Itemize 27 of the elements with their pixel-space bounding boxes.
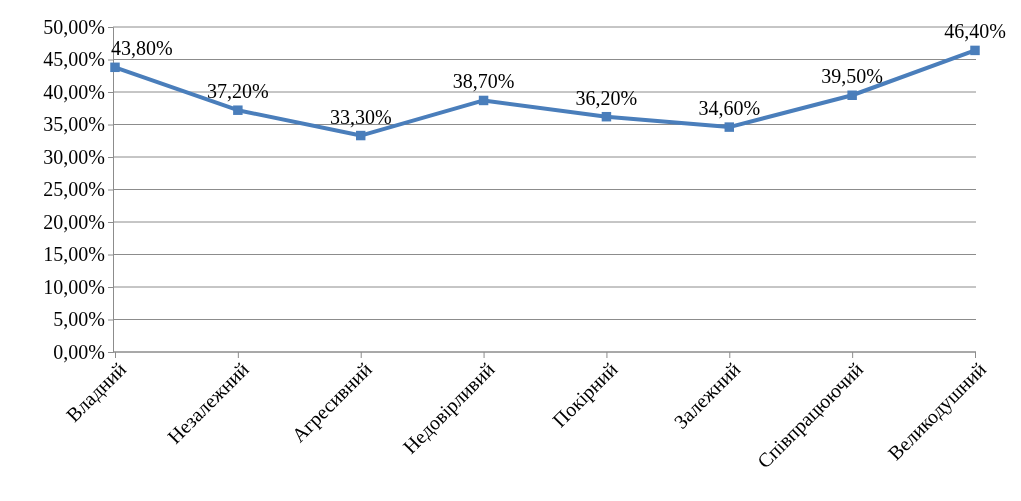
y-tick-label: 15,00% <box>43 243 105 266</box>
data-label: 33,30% <box>329 105 392 128</box>
y-tick-label: 25,00% <box>43 178 105 201</box>
data-label: 43,80% <box>111 37 173 60</box>
y-tick-label: 5,00% <box>53 308 105 331</box>
point <box>478 95 489 106</box>
data-label: 37,20% <box>207 80 269 103</box>
point <box>847 90 857 100</box>
y-tick-label: 35,00% <box>43 113 105 136</box>
y-tick-label: 10,00% <box>43 275 105 298</box>
point <box>233 105 243 115</box>
data-label: 46,40% <box>944 20 1006 43</box>
y-tick-label: 40,00% <box>43 80 105 103</box>
y-tick-label: 45,00% <box>43 48 105 71</box>
point <box>724 122 735 132</box>
data-label: 39,50% <box>821 65 883 88</box>
point <box>970 45 980 56</box>
point <box>355 130 366 141</box>
point <box>601 111 612 122</box>
y-tick-label: 30,00% <box>43 145 105 168</box>
data-label: 34,60% <box>698 97 761 120</box>
y-tick-label: 20,00% <box>43 210 105 233</box>
point <box>110 62 120 73</box>
y-tick-label: 50,00% <box>43 15 105 38</box>
y-tick-label: 0,00% <box>53 340 105 363</box>
data-label: 38,70% <box>452 70 515 93</box>
data-label: 36,20% <box>575 86 638 109</box>
